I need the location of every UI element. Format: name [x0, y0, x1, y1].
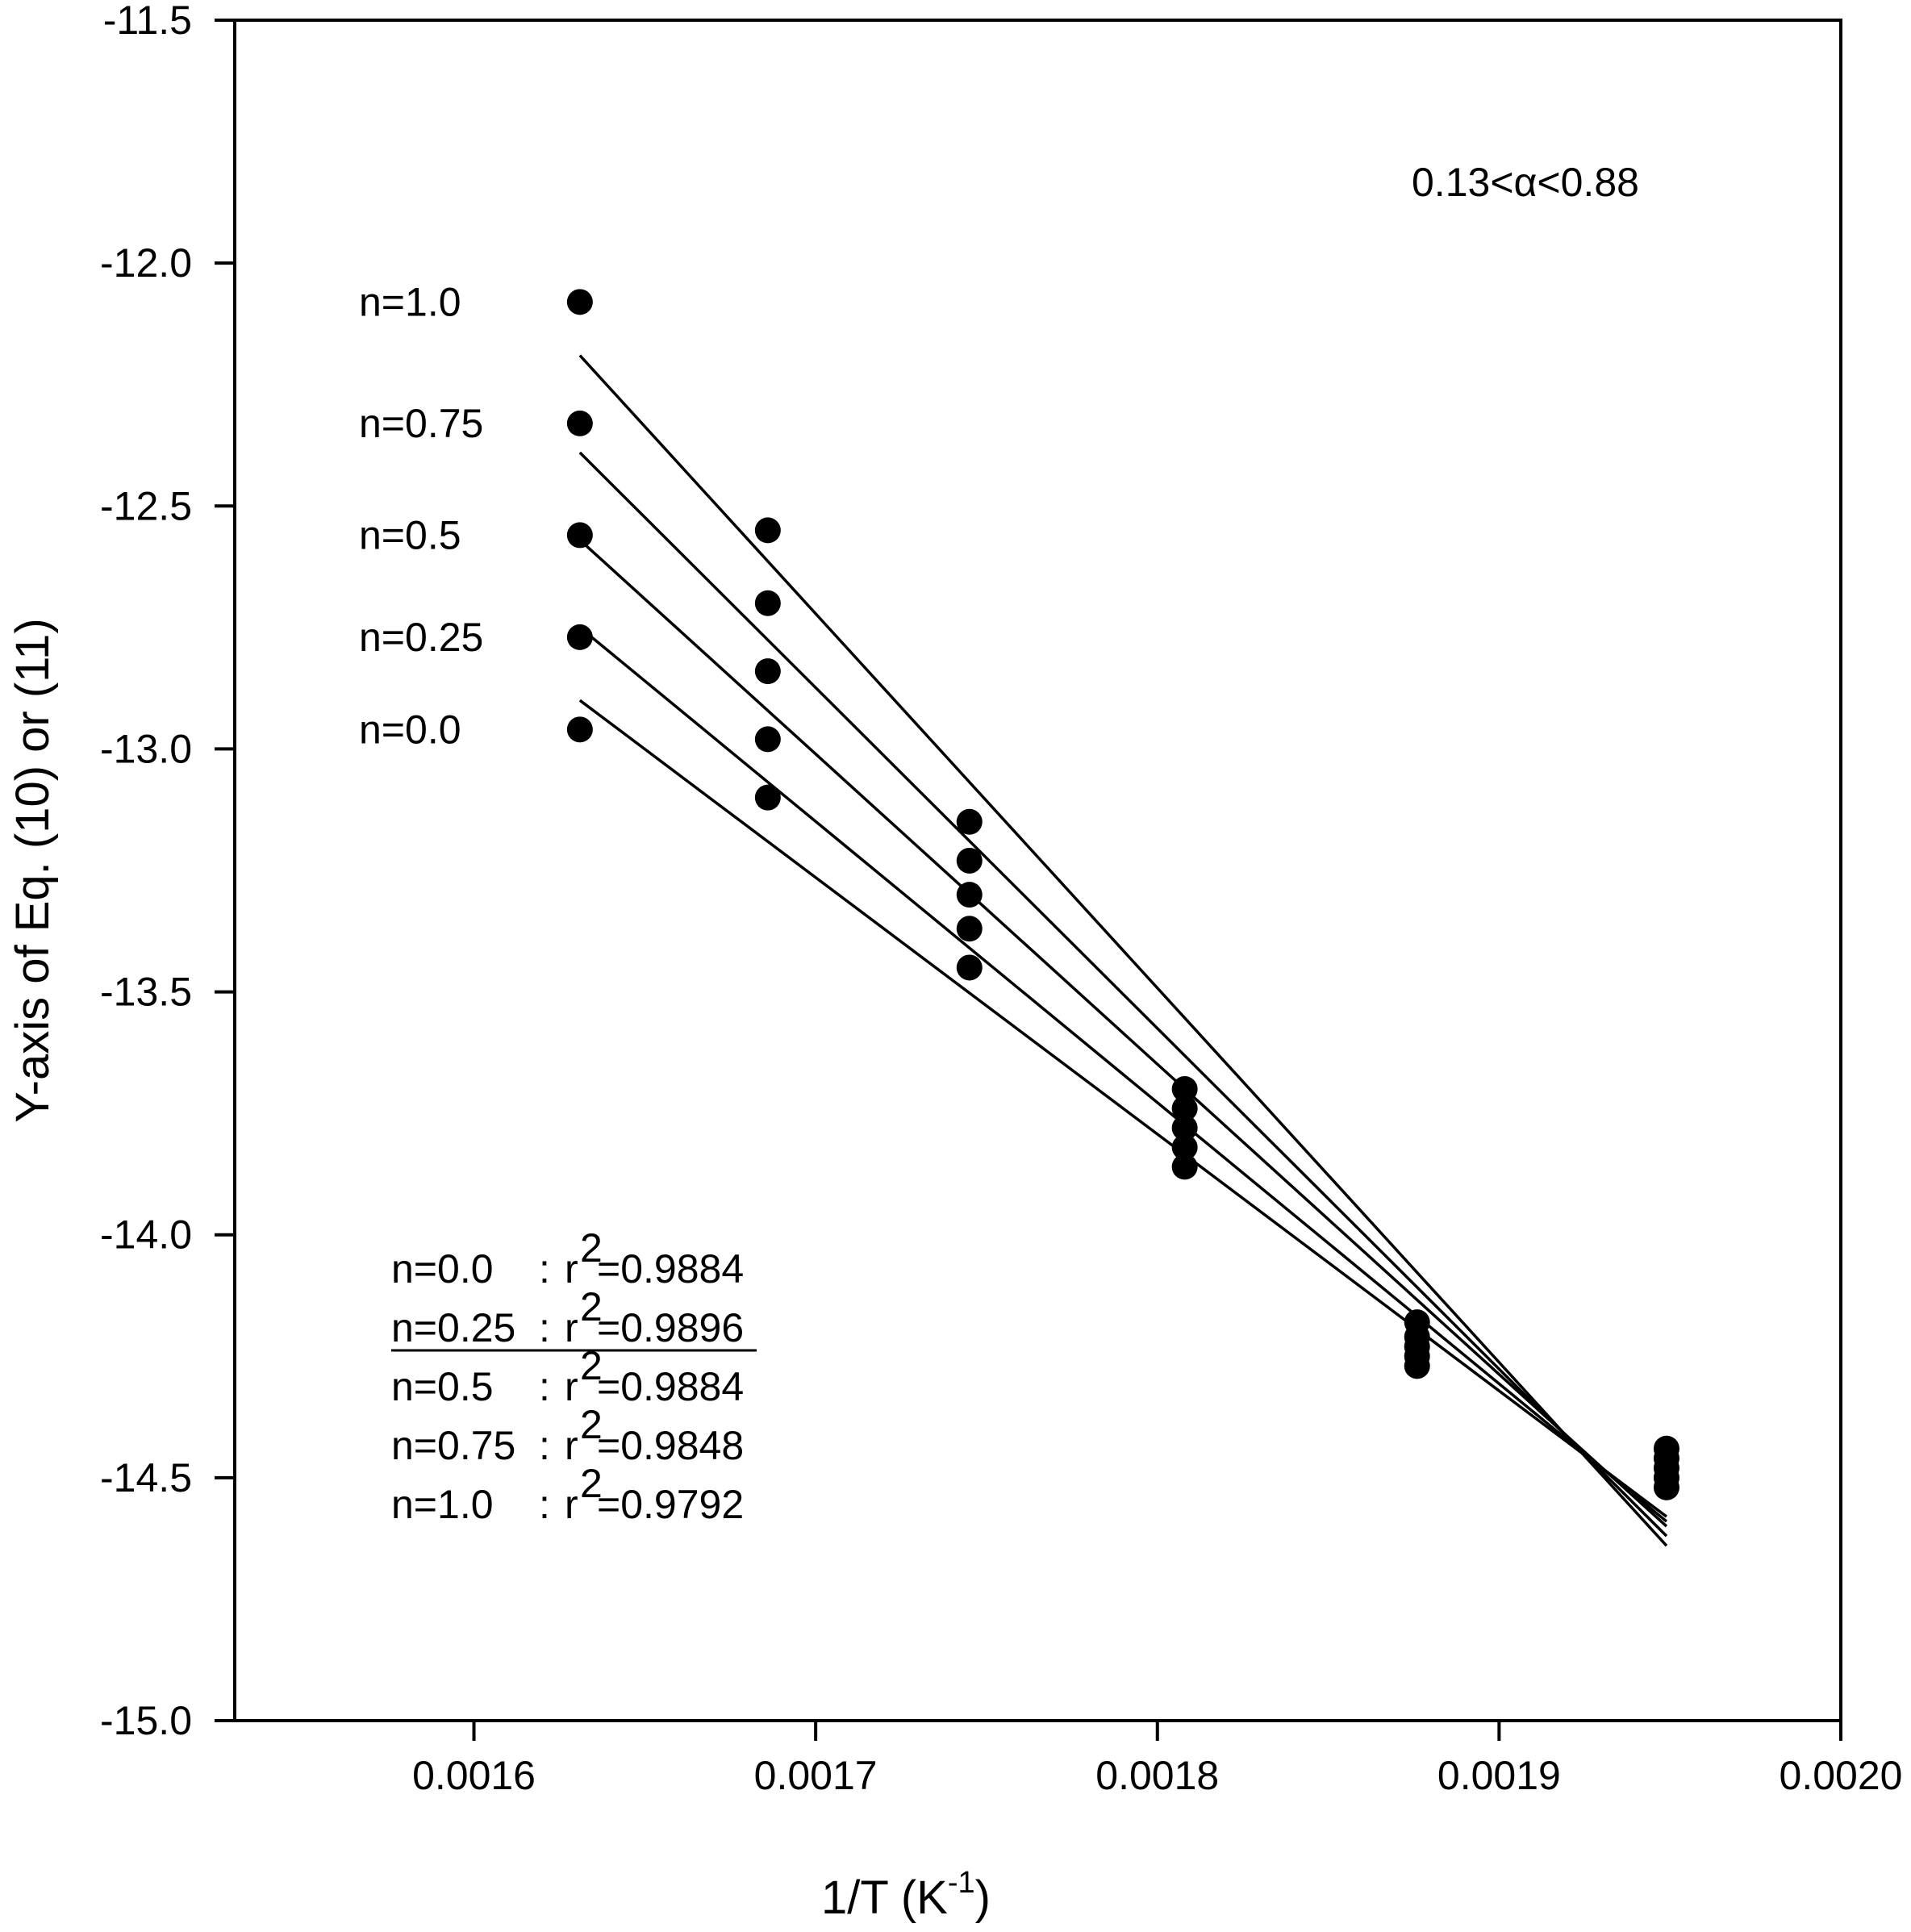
y-axis-title: Y-axis of Eq. (10) or (11) — [6, 618, 59, 1122]
r2-row-superscript: 2 — [580, 1284, 603, 1329]
r2-row-superscript: 2 — [580, 1343, 603, 1388]
r2-row-superscript: 2 — [580, 1225, 603, 1271]
series-label: n=0.0 — [359, 707, 461, 752]
x-tick-label: 0.0017 — [754, 1753, 878, 1798]
r2-row-r: r — [565, 1305, 578, 1350]
data-point — [754, 590, 781, 616]
series-labels: n=1.0 n=0.75 n=0.5 n=0.25 n=0.0 — [359, 279, 483, 752]
x-axis-title-main: 1/T (K — [821, 1871, 948, 1924]
data-points — [566, 289, 1679, 1500]
fit-lines — [578, 354, 1668, 1547]
r2-row-n: n=0.75 — [391, 1423, 515, 1468]
data-point — [754, 784, 781, 811]
y-tick-label: -13.5 — [100, 970, 192, 1015]
data-point — [566, 716, 593, 743]
data-point — [566, 522, 593, 549]
data-point — [566, 289, 593, 315]
r2-row-value: =0.9884 — [597, 1246, 744, 1291]
plot-frame — [233, 19, 1842, 1722]
series-label: n=0.25 — [359, 615, 483, 660]
r2-row-superscript: 2 — [580, 1402, 603, 1447]
r2-row-separator: : — [539, 1364, 550, 1409]
y-tick-label: -12.5 — [100, 483, 192, 528]
data-point — [956, 954, 983, 981]
r2-row-separator: : — [539, 1305, 550, 1350]
r2-row-n: n=1.0 — [391, 1482, 494, 1527]
data-point — [1171, 1134, 1198, 1161]
fit-line — [578, 354, 1668, 1547]
r2-row-separator: : — [539, 1246, 550, 1291]
data-point — [566, 624, 593, 650]
alpha-range-annotation: 0.13<α<0.88 — [1412, 160, 1639, 205]
data-point — [1653, 1474, 1679, 1500]
x-tick-label: 0.0018 — [1095, 1753, 1219, 1798]
data-point — [956, 916, 983, 942]
data-point — [1171, 1115, 1198, 1141]
fit-line — [578, 626, 1668, 1523]
r2-row-separator: : — [539, 1482, 550, 1527]
r2-row-value: =0.9884 — [597, 1364, 744, 1409]
r2-row-r: r — [565, 1423, 578, 1468]
r2-row-superscript: 2 — [580, 1461, 603, 1506]
data-point — [1171, 1076, 1198, 1103]
data-point — [754, 658, 781, 685]
series-label: n=1.0 — [359, 279, 461, 324]
r2-row-value: =0.9848 — [597, 1423, 744, 1468]
r2-row-separator: : — [539, 1423, 550, 1468]
fit-line — [578, 699, 1668, 1518]
y-tick-label: -14.0 — [100, 1212, 192, 1258]
r2-row-n: n=0.0 — [391, 1246, 494, 1291]
fit-line — [578, 451, 1668, 1538]
x-axis-title-superscript: -1 — [948, 1866, 975, 1900]
axis-ticks: 0.0016 0.0017 0.0018 0.0019 0.0020 -11.5 -12.0… — [100, 0, 1902, 1798]
x-tick-label: 0.0019 — [1437, 1753, 1561, 1798]
data-point — [1171, 1095, 1198, 1122]
data-point — [956, 882, 983, 908]
data-point — [956, 808, 983, 835]
y-tick-label: -13.0 — [100, 726, 192, 771]
data-point — [956, 847, 983, 874]
y-tick-label: -15.0 — [100, 1698, 192, 1743]
data-point — [754, 517, 781, 544]
fit-line — [578, 539, 1668, 1528]
r2-row-n: n=0.25 — [391, 1305, 515, 1350]
data-point — [1171, 1154, 1198, 1180]
x-axis-title-close: ) — [975, 1871, 991, 1924]
data-point — [566, 410, 593, 436]
y-tick-label: -11.5 — [103, 0, 192, 43]
r2-row-r: r — [565, 1246, 578, 1291]
r2-row-value: =0.9896 — [597, 1305, 744, 1350]
y-tick-label: -14.5 — [100, 1455, 192, 1500]
r2-row-value: =0.9792 — [597, 1482, 744, 1527]
r2-row-r: r — [565, 1482, 578, 1527]
x-axis-title: 1/T (K-1) — [821, 1866, 991, 1924]
data-point — [754, 726, 781, 753]
r2-row-n: n=0.5 — [391, 1364, 494, 1409]
data-point — [1404, 1353, 1430, 1379]
x-tick-label: 0.0016 — [412, 1753, 536, 1798]
y-tick-label: -12.0 — [100, 240, 192, 286]
series-label: n=0.75 — [359, 401, 483, 446]
r2-row-r: r — [565, 1364, 578, 1409]
series-label: n=0.5 — [359, 512, 461, 557]
x-tick-label: 0.0020 — [1780, 1753, 1903, 1798]
